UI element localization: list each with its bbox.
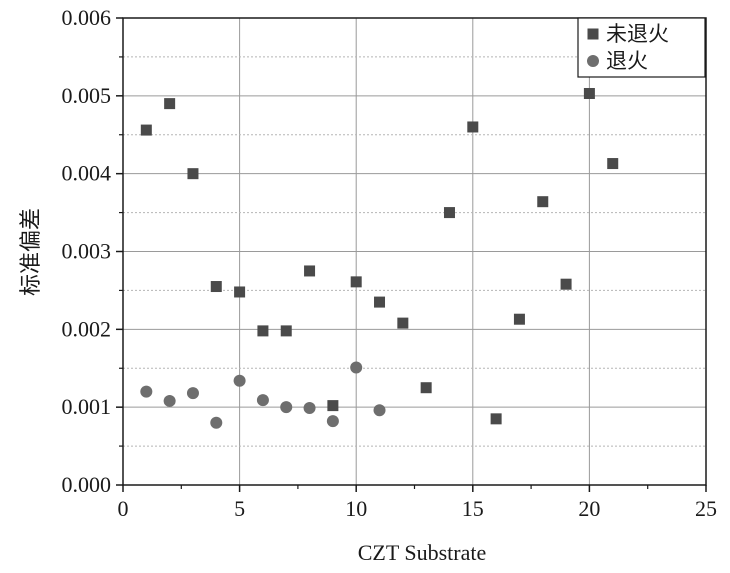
- legend-circle-marker: [587, 55, 599, 67]
- y-tick-label: 0.004: [62, 161, 112, 186]
- data-point-circle: [210, 416, 223, 429]
- data-point-square: [397, 317, 409, 329]
- data-marks: [140, 87, 619, 429]
- data-point-square: [280, 325, 292, 337]
- grid: [123, 18, 706, 485]
- legend-label: 退火: [606, 49, 648, 73]
- series-2: [140, 361, 386, 429]
- data-point-square: [607, 158, 619, 170]
- x-axis-title: CZT Substrate: [358, 540, 487, 565]
- data-point-square: [467, 121, 479, 133]
- y-tick-label: 0.001: [62, 394, 112, 419]
- y-tick-label: 0.003: [62, 239, 112, 264]
- data-point-circle: [373, 404, 386, 417]
- data-point-circle: [280, 401, 293, 414]
- legend-label: 未退火: [606, 22, 669, 46]
- data-point-square: [420, 382, 432, 394]
- y-tick-label: 0.002: [62, 316, 112, 341]
- y-tick-label: 0.005: [62, 83, 112, 108]
- data-point-circle: [163, 394, 176, 407]
- data-point-square: [140, 124, 152, 136]
- data-point-circle: [140, 385, 153, 398]
- data-point-square: [560, 278, 572, 290]
- data-point-square: [187, 168, 199, 180]
- y-axis-title: 标准偏差: [19, 208, 44, 296]
- y-tick-label: 0.000: [62, 472, 112, 497]
- data-point-square: [164, 98, 176, 110]
- data-point-square: [257, 325, 269, 337]
- data-point-square: [443, 207, 455, 219]
- data-point-circle: [233, 374, 246, 387]
- x-tick-label: 15: [462, 496, 484, 521]
- data-point-square: [513, 313, 525, 325]
- y-tick-label: 0.006: [62, 5, 112, 30]
- x-tick-label: 10: [345, 496, 367, 521]
- data-point-circle: [350, 361, 363, 374]
- data-point-square: [490, 413, 502, 425]
- axis-ticks: 0 5 10 15 20 25 0.000 0.001 0.002 0.003 0.004 0.005…: [62, 5, 718, 521]
- data-point-square: [304, 265, 316, 277]
- data-point-square: [234, 286, 246, 298]
- data-point-square: [583, 87, 595, 99]
- x-tick-label: 5: [234, 496, 245, 521]
- data-point-circle: [186, 387, 199, 400]
- data-point-square: [327, 400, 339, 412]
- x-tick-label: 25: [695, 496, 717, 521]
- data-point-circle: [326, 415, 339, 428]
- data-point-circle: [303, 401, 316, 414]
- x-tick-label: 20: [578, 496, 600, 521]
- data-point-square: [537, 196, 549, 208]
- legend-box: [577, 17, 706, 78]
- series-1: [140, 87, 619, 425]
- x-tick-label: 0: [118, 496, 129, 521]
- data-point-circle: [256, 394, 269, 407]
- data-point-square: [374, 296, 386, 308]
- data-point-square: [210, 281, 222, 293]
- legend-square-marker: [587, 28, 599, 40]
- data-point-square: [350, 276, 362, 288]
